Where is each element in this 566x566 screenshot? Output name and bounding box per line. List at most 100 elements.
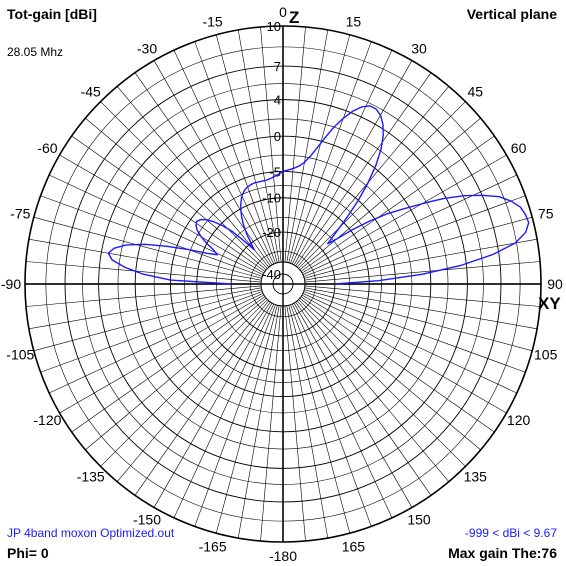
angle-tick-label: -75: [10, 206, 30, 222]
grid-spoke: [293, 302, 413, 508]
grid-spoke: [71, 296, 266, 433]
grid-spoke: [100, 299, 268, 467]
grid-spoke: [296, 86, 450, 268]
grid-spoke: [292, 50, 393, 265]
grid-spoke: [302, 174, 517, 275]
grid-spoke: [237, 29, 280, 263]
grid-spoke: [288, 34, 351, 263]
grid-spoke: [134, 72, 271, 267]
grid-spoke: [302, 293, 517, 394]
chart-title: Tot-gain [dBi]: [7, 6, 97, 22]
angle-tick-label: 60: [511, 140, 527, 156]
grid-spoke: [134, 301, 271, 496]
grid-spoke: [298, 101, 466, 269]
angle-tick-label: 165: [342, 539, 366, 555]
radial-tick-label: -5: [269, 164, 281, 179]
grid-spoke: [173, 303, 274, 518]
grid-spoke: [116, 300, 270, 482]
grid-spoke: [25, 285, 262, 307]
grid-spoke: [40, 291, 263, 373]
grid-spoke: [298, 299, 466, 467]
grid-spoke: [215, 34, 278, 263]
radial-tick-label: -20: [262, 225, 281, 240]
grid-spoke: [304, 287, 538, 330]
grid-spoke: [85, 117, 267, 271]
grid-spoke: [286, 305, 329, 539]
grid-spoke: [296, 300, 450, 482]
grid-spoke: [303, 291, 526, 373]
chart-subtitle: Vertical plane: [466, 6, 557, 22]
grid-spoke: [304, 238, 538, 281]
grid-spoke: [153, 302, 273, 508]
radial-tick-labels: 10 7 4 0 -5 -10 -20 -40: [262, 19, 281, 282]
grid-spoke: [288, 305, 351, 534]
angle-tick-label: -90: [1, 276, 21, 292]
grid-spoke: [33, 289, 262, 352]
grid-spoke: [292, 303, 393, 518]
radial-tick-label: -40: [262, 267, 281, 282]
grid-spoke: [295, 301, 432, 496]
angle-tick-label: -30: [137, 40, 157, 56]
angle-tick-label: 30: [411, 40, 427, 56]
grid-spoke: [116, 86, 270, 268]
angle-tick-label: 135: [464, 468, 488, 484]
zenith-axis-label: Z: [289, 8, 299, 27]
grid-spoke: [290, 41, 372, 264]
grid-spoke: [295, 72, 432, 267]
angle-tick-label: 75: [538, 206, 554, 222]
grid-spoke: [28, 287, 262, 330]
angle-tick-label: -120: [33, 412, 61, 428]
grid-spoke: [194, 304, 276, 527]
grid-spoke: [173, 50, 274, 265]
grid-spoke: [215, 305, 278, 534]
grid-spoke: [290, 304, 372, 527]
angle-tick-labels: 0153045607590105120135150165-180-165-150…: [1, 4, 563, 564]
angle-tick-label: 150: [407, 512, 431, 528]
grid-spoke: [100, 101, 268, 269]
angle-tick-label: -150: [133, 512, 161, 528]
grid-spoke: [304, 289, 533, 352]
grid-spoke: [260, 305, 282, 542]
angle-tick-label: -105: [6, 346, 34, 362]
grid-spoke: [286, 29, 329, 263]
angular-gridlines: [25, 26, 541, 542]
grid-spoke: [304, 261, 541, 283]
angle-tick-label: -135: [77, 468, 105, 484]
grid-spoke: [49, 293, 264, 394]
angle-tick-label: 0: [279, 4, 287, 20]
grid-spoke: [299, 297, 481, 451]
pattern-series-line: [107, 105, 530, 285]
grid-spoke: [25, 261, 262, 283]
grid-spoke: [304, 216, 533, 279]
grid-spoke: [300, 135, 495, 272]
angle-tick-label: -60: [37, 140, 57, 156]
grid-spoke: [49, 174, 264, 275]
grid-spoke: [293, 60, 413, 266]
grid-spoke: [284, 305, 306, 542]
angle-tick-label: 15: [346, 13, 362, 29]
grid-spoke: [300, 296, 495, 433]
angle-tick-label: -15: [202, 13, 222, 29]
frequency-label: 28.05 Mhz: [7, 45, 64, 59]
horizon-axis-label: XY: [538, 294, 561, 313]
grid-spoke: [28, 238, 262, 281]
grid-spoke: [59, 294, 265, 414]
grid-spoke: [40, 195, 263, 277]
file-name-label: JP 4band moxon Optimized.out: [7, 526, 175, 540]
radial-tick-label: 7: [274, 59, 281, 74]
grid-spoke: [237, 305, 280, 539]
grid-spoke: [299, 117, 481, 271]
phi-label: Phi= 0: [7, 545, 49, 561]
grid-spoke: [260, 26, 282, 263]
grid-spoke: [301, 154, 507, 274]
angle-tick-label: -165: [199, 539, 227, 555]
radial-tick-label: 10: [267, 19, 281, 34]
grid-spoke: [194, 41, 276, 264]
grid-spoke: [85, 297, 267, 451]
radiation-pattern: [107, 105, 530, 285]
radial-tick-label: 4: [274, 93, 281, 108]
radial-tick-label: -10: [262, 191, 281, 206]
grid-spoke: [303, 195, 526, 277]
